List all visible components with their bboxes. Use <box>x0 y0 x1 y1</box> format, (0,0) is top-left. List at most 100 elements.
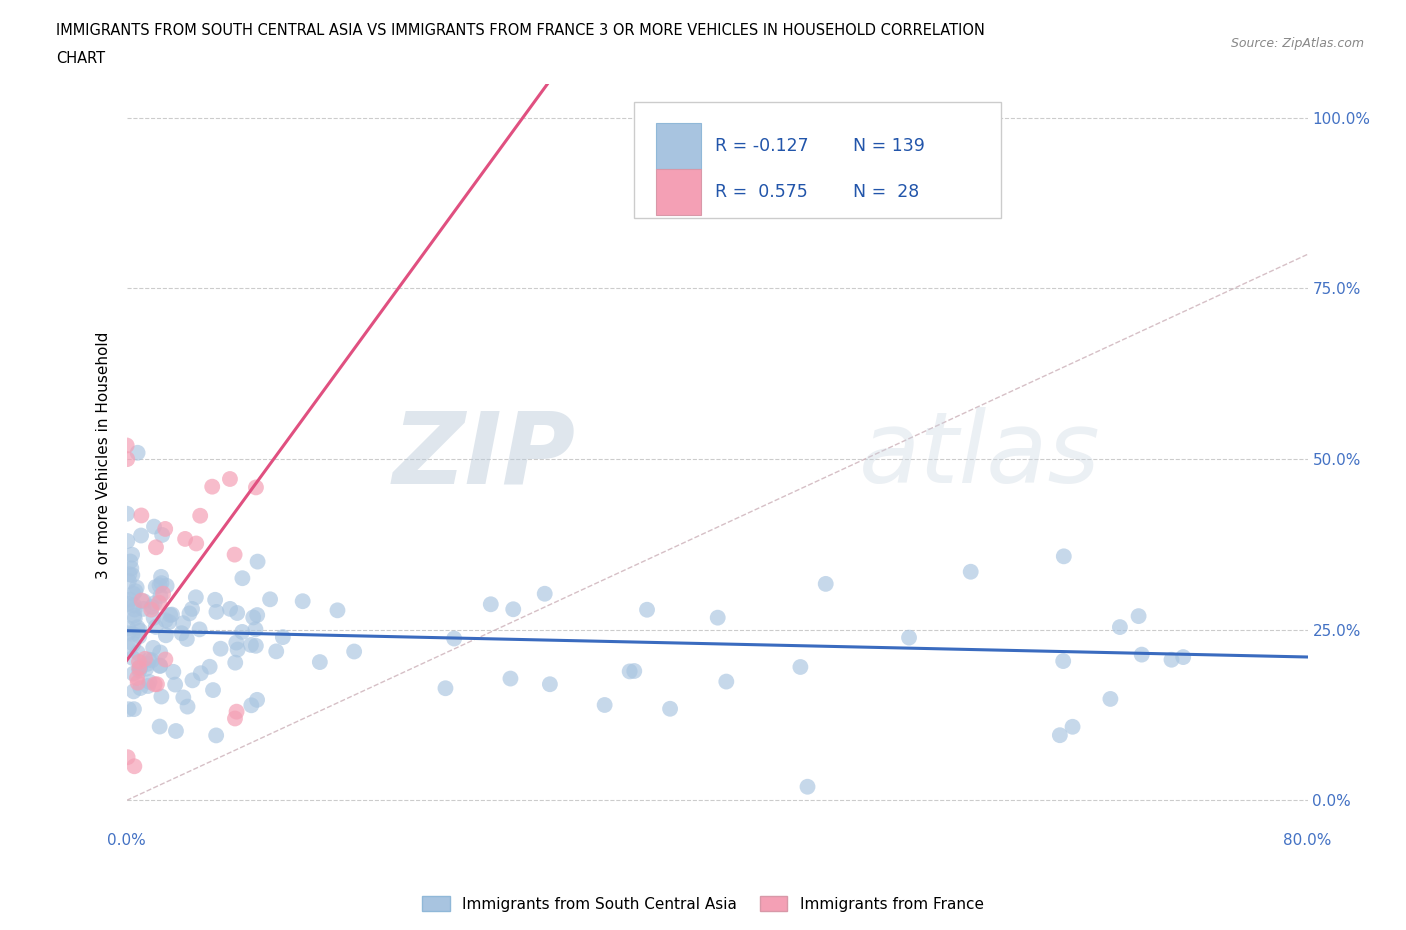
Point <box>176 631 198 646</box>
Point <box>115 438 138 453</box>
Point <box>188 509 211 524</box>
Text: R = -0.127: R = -0.127 <box>714 137 808 155</box>
Point <box>129 681 152 696</box>
Point <box>121 547 143 562</box>
Point <box>132 594 155 609</box>
Point <box>814 577 837 591</box>
Point <box>246 693 269 708</box>
Point <box>124 611 146 626</box>
Point <box>136 679 159 694</box>
Point <box>155 628 177 643</box>
Point <box>1099 692 1122 707</box>
Y-axis label: 3 or more Vehicles in Household: 3 or more Vehicles in Household <box>96 332 111 579</box>
Point <box>898 631 921 645</box>
Point <box>796 779 818 794</box>
Point <box>122 598 145 613</box>
Point <box>271 630 294 644</box>
Point <box>120 561 142 576</box>
Point <box>224 711 246 726</box>
Point <box>143 596 166 611</box>
Point <box>165 677 187 692</box>
Point <box>176 699 198 714</box>
Point <box>118 592 141 607</box>
Point <box>659 701 682 716</box>
Point <box>156 578 179 593</box>
Point <box>538 677 561 692</box>
Point <box>132 602 155 617</box>
Point <box>128 655 150 670</box>
Point <box>149 658 172 673</box>
Point <box>128 660 150 675</box>
Point <box>121 627 143 642</box>
Point <box>120 554 142 569</box>
Point <box>188 622 211 637</box>
Point <box>240 698 263 712</box>
Point <box>209 642 232 657</box>
Point <box>149 658 172 673</box>
Point <box>155 613 177 628</box>
Point <box>122 586 145 601</box>
Point <box>1130 647 1153 662</box>
Point <box>434 681 457 696</box>
Point <box>122 666 145 681</box>
Point <box>122 636 145 651</box>
Point <box>184 590 207 604</box>
Point <box>153 522 176 537</box>
Point <box>117 452 139 467</box>
Point <box>141 653 163 668</box>
Point <box>179 606 201 621</box>
Point <box>141 603 163 618</box>
Point <box>636 603 658 618</box>
Point <box>226 605 249 620</box>
Point <box>499 671 522 686</box>
Point <box>149 589 172 604</box>
Point <box>129 528 152 543</box>
Point <box>190 666 212 681</box>
Point <box>231 571 253 586</box>
Point <box>1062 719 1084 734</box>
Point <box>226 642 249 657</box>
Point <box>231 624 253 639</box>
Point <box>502 602 524 617</box>
Text: N = 139: N = 139 <box>853 137 925 155</box>
Point <box>142 641 165 656</box>
Point <box>160 607 183 622</box>
Point <box>143 519 166 534</box>
Point <box>152 586 174 601</box>
Point <box>145 539 167 554</box>
Point <box>148 595 170 610</box>
Point <box>593 698 616 712</box>
Point <box>202 683 225 698</box>
Point <box>122 702 145 717</box>
Point <box>959 565 981 579</box>
Point <box>201 479 224 494</box>
Point <box>706 610 728 625</box>
Text: ZIP: ZIP <box>392 407 575 504</box>
Point <box>245 480 267 495</box>
Text: IMMIGRANTS FROM SOUTH CENTRAL ASIA VS IMMIGRANTS FROM FRANCE 3 OR MORE VEHICLES : IMMIGRANTS FROM SOUTH CENTRAL ASIA VS IM… <box>56 23 986 38</box>
FancyBboxPatch shape <box>655 169 700 216</box>
Point <box>121 567 143 582</box>
Point <box>149 645 172 660</box>
Point <box>138 652 160 667</box>
Point <box>150 569 173 584</box>
Text: N =  28: N = 28 <box>853 183 920 201</box>
Point <box>198 659 221 674</box>
Point <box>124 584 146 599</box>
Point <box>264 644 287 658</box>
Point <box>172 690 194 705</box>
Point <box>245 622 267 637</box>
Point <box>118 566 141 581</box>
Point <box>155 652 177 667</box>
Point <box>134 651 156 666</box>
FancyBboxPatch shape <box>634 102 1001 218</box>
Point <box>142 610 165 625</box>
Point <box>245 638 267 653</box>
Point <box>291 593 314 608</box>
Point <box>138 674 160 689</box>
Point <box>165 724 187 738</box>
Point <box>117 750 139 764</box>
Point <box>125 580 148 595</box>
Point <box>117 621 139 636</box>
Point <box>1160 652 1182 667</box>
